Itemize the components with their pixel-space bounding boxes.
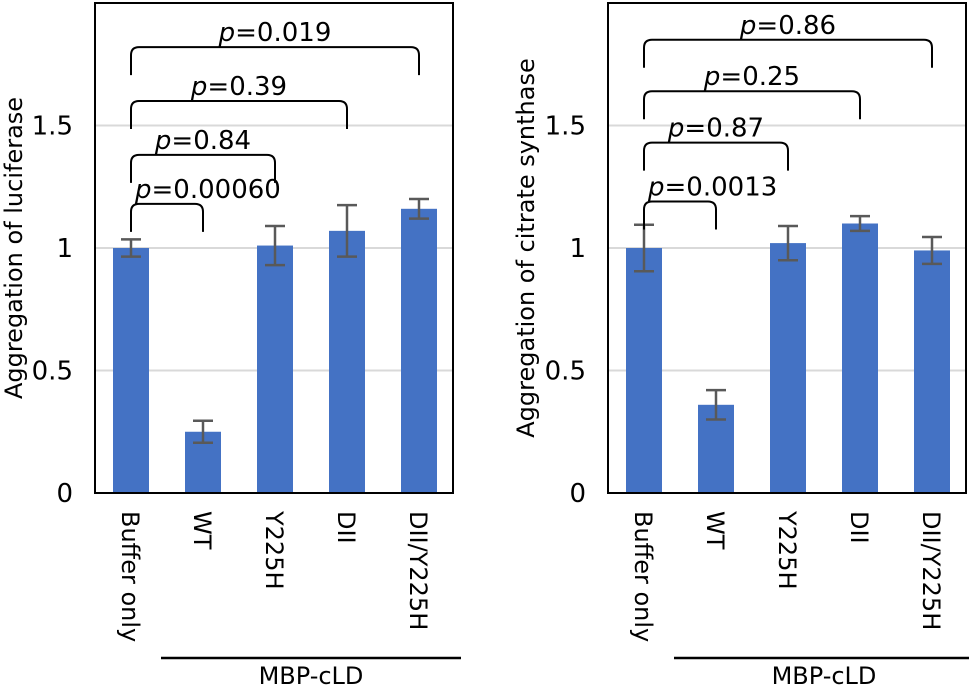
chart1-ytick-label: 1.5 bbox=[545, 112, 586, 142]
chart1-bar bbox=[770, 243, 806, 493]
chart1-ytick-label: 0.5 bbox=[545, 357, 586, 387]
chart1-category-label: Buffer only bbox=[629, 511, 657, 642]
chart0-p-value: =0.00060 bbox=[152, 175, 281, 205]
chart0-category-label: DII bbox=[332, 511, 360, 544]
chart0-panel: 0 0.5 1 1.5 Buffer only WT Y225H DII DII/Y225H Ag… bbox=[0, 2, 461, 690]
chart1-bar bbox=[626, 248, 662, 493]
chart1-category-label: DII/Y225H bbox=[917, 511, 945, 630]
chart0-plot-frame bbox=[94, 2, 454, 494]
chart1-p-symbol: p bbox=[647, 172, 665, 202]
chart1-p-value: =0.25 bbox=[720, 62, 800, 92]
chart0-p-value-label: p=0.00060 bbox=[134, 175, 281, 205]
chart0-ytick-label: 1.5 bbox=[32, 112, 73, 142]
chart0-p-value: =0.84 bbox=[171, 126, 251, 156]
chart1-significance-bracket bbox=[643, 38, 933, 68]
chart1-category-label: DII bbox=[845, 511, 873, 544]
chart0-category-label: Y225H bbox=[260, 510, 288, 590]
chart1-panel: 0 0.5 1 1.5 Buffer only WT Y225H DII DII/Y225H Ag… bbox=[512, 2, 969, 690]
chart0-significance-bracket bbox=[130, 202, 204, 232]
chart0-category-label: Buffer only bbox=[116, 511, 144, 642]
chart0-p-value: =0.39 bbox=[207, 72, 287, 102]
chart1-bar bbox=[914, 250, 950, 493]
chart1-ytick-label: 1 bbox=[569, 234, 586, 264]
chart1-group-label: MBP-cLD bbox=[772, 662, 877, 687]
chart0-ytick-label: 0 bbox=[56, 479, 73, 509]
chart0-bar bbox=[113, 248, 149, 493]
chart0-p-symbol: p bbox=[154, 126, 172, 156]
chart1-ylabel: Aggregation of citrate synthase bbox=[512, 58, 540, 437]
chart1-p-value: =0.0013 bbox=[665, 172, 778, 202]
chart1-p-symbol: p bbox=[703, 62, 721, 92]
chart1-category-label: Y225H bbox=[773, 510, 801, 590]
chart0-bar bbox=[329, 230, 365, 493]
chart1-p-value-label: p=0.86 bbox=[739, 11, 836, 41]
chart1-bar bbox=[842, 223, 878, 493]
chart0-p-value-label: p=0.84 bbox=[154, 126, 251, 156]
chart0-p-value-label: p=0.019 bbox=[218, 18, 332, 48]
chart0-p-symbol: p bbox=[190, 72, 208, 102]
chart0-p-value-label: p=0.39 bbox=[190, 72, 287, 102]
chart0-p-symbol: p bbox=[134, 175, 152, 205]
chart0-category-label: DII/Y225H bbox=[404, 511, 432, 630]
chart0-bar bbox=[401, 208, 437, 494]
chart1-p-symbol: p bbox=[667, 114, 685, 144]
chart1-significance-bracket bbox=[643, 90, 861, 120]
chart1-p-value: =0.87 bbox=[684, 114, 764, 144]
chart1-category-label: WT bbox=[701, 511, 729, 550]
chart1-p-symbol: p bbox=[739, 11, 757, 41]
chart0-ylabel: Aggregation of luciferase bbox=[0, 97, 28, 399]
chart1-p-value: =0.86 bbox=[756, 11, 836, 41]
chart1-ytick-label: 0 bbox=[569, 479, 586, 509]
chart0-group-label: MBP-cLD bbox=[259, 662, 364, 687]
chart1-plot-frame bbox=[607, 2, 967, 494]
chart1-significance-bracket bbox=[643, 200, 717, 230]
chart0-bar bbox=[257, 245, 293, 493]
chart0-category-label: WT bbox=[188, 511, 216, 550]
chart0-significance-bracket bbox=[130, 100, 348, 129]
chart0-significance-bracket bbox=[130, 153, 276, 183]
chart0-significance-bracket bbox=[130, 46, 420, 76]
chart1-p-value-label: p=0.87 bbox=[667, 114, 764, 144]
chart0-ytick-label: 0.5 bbox=[32, 357, 73, 387]
chart1-significance-bracket bbox=[643, 141, 789, 171]
chart0-ytick-label: 1 bbox=[56, 234, 73, 264]
chart1-p-value-label: p=0.25 bbox=[703, 62, 800, 92]
chart0-p-value: =0.019 bbox=[235, 18, 331, 48]
chart0-p-symbol: p bbox=[218, 18, 236, 48]
chart1-p-value-label: p=0.0013 bbox=[647, 172, 777, 202]
